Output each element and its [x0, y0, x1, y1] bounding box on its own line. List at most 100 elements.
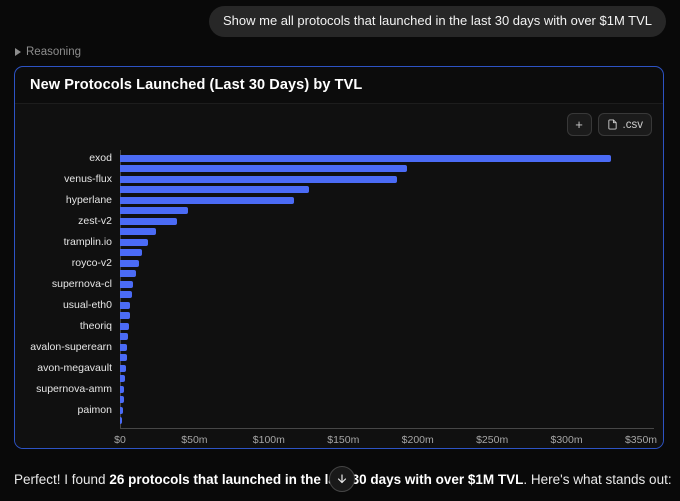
chart-toolbar: + .csv	[566, 113, 652, 136]
chevron-right-icon	[15, 48, 21, 56]
user-message-bubble: Show me all protocols that launched in t…	[209, 6, 666, 37]
user-message-text: Show me all protocols that launched in t…	[223, 13, 652, 28]
bar-row: avon-megavault	[23, 363, 641, 374]
bar-row: supernova-cl	[23, 279, 641, 290]
csv-download-button[interactable]: .csv	[597, 113, 652, 136]
y-axis-label: supernova-cl	[51, 278, 112, 290]
bar	[120, 406, 123, 414]
y-axis-label: supernova-amm	[36, 383, 112, 395]
bar-track	[120, 385, 641, 393]
bar	[120, 301, 131, 309]
x-axis-tick: $250m	[476, 434, 509, 446]
bar	[120, 249, 143, 257]
bar-row	[23, 206, 641, 217]
bar-row: tramplin.io	[23, 237, 641, 248]
bar	[120, 259, 140, 267]
bar	[120, 238, 149, 246]
bar-row	[23, 374, 641, 385]
bar-row	[23, 395, 641, 406]
bar-chart: exod venus-flux hyperlane zest-v2 tramplin.i…	[23, 153, 641, 426]
bar-row	[23, 164, 641, 175]
bar-track	[120, 249, 641, 257]
bar-row: venus-flux	[23, 174, 641, 185]
bar-track	[120, 280, 641, 288]
bar	[120, 291, 132, 299]
arrow-down-icon	[336, 473, 348, 485]
bar	[120, 333, 129, 341]
bar-track	[120, 417, 641, 425]
panel-header: New Protocols Launched (Last 30 Days) by…	[15, 67, 663, 104]
bar-row: paimon	[23, 405, 641, 416]
y-axis-label: tramplin.io	[63, 236, 112, 248]
bar	[120, 354, 127, 362]
y-axis-label: exod	[89, 152, 112, 164]
answer-bold: 26 protocols that launched in the last 3…	[109, 472, 524, 487]
assistant-message: Perfect! I found 26 protocols that launc…	[14, 471, 672, 488]
x-axis-tick: $200m	[401, 434, 434, 446]
chart-area: + .csv exod venus-flux hyperlane zest-v2 tra…	[15, 104, 663, 448]
bar-track	[120, 259, 641, 267]
panel-title: New Protocols Launched (Last 30 Days) by…	[30, 77, 363, 93]
bar	[120, 375, 126, 383]
bar	[120, 207, 189, 215]
bar-track	[120, 301, 641, 309]
y-axis-label: zest-v2	[78, 215, 112, 227]
bar	[120, 343, 128, 351]
expand-button[interactable]: +	[566, 113, 592, 136]
bar-track	[120, 312, 641, 320]
reasoning-label: Reasoning	[26, 46, 81, 58]
chart-panel: New Protocols Launched (Last 30 Days) by…	[14, 66, 664, 449]
bar	[120, 270, 137, 278]
y-axis-label: usual-eth0	[62, 299, 112, 311]
bar	[120, 154, 612, 162]
bar-track	[120, 154, 641, 162]
bar	[120, 364, 126, 372]
y-axis-line	[120, 150, 121, 429]
bar	[120, 396, 124, 404]
bar-track	[120, 165, 641, 173]
bar-track	[120, 196, 641, 204]
bar	[120, 312, 130, 320]
bar	[120, 417, 123, 425]
x-axis-tick: $300m	[550, 434, 583, 446]
file-icon	[607, 119, 618, 130]
bar-row: avalon-superearn	[23, 342, 641, 353]
y-axis-label: hyperlane	[65, 194, 112, 206]
bar-row	[23, 185, 641, 196]
bar-row	[23, 227, 641, 238]
bar-track	[120, 291, 641, 299]
bar	[120, 280, 134, 288]
y-axis-label: avon-megavault	[37, 362, 112, 374]
x-axis-line	[120, 428, 654, 429]
bar-track	[120, 406, 641, 414]
bar-track	[120, 228, 641, 236]
y-axis-label: avalon-superearn	[30, 341, 112, 353]
x-axis-tick: $0	[114, 434, 126, 446]
bar	[120, 217, 177, 225]
bar-track	[120, 186, 641, 194]
answer-prefix: Perfect! I found	[14, 472, 110, 487]
bar-row: theoriq	[23, 321, 641, 332]
bar-track	[120, 333, 641, 341]
bar	[120, 165, 408, 173]
bar-track	[120, 238, 641, 246]
y-axis-label: venus-flux	[64, 173, 112, 185]
bar-row	[23, 290, 641, 301]
answer-suffix: . Here's what stands out:	[523, 472, 672, 487]
bar-track	[120, 375, 641, 383]
bar-track	[120, 175, 641, 183]
y-axis-label: royco-v2	[71, 257, 112, 269]
bar-row: exod	[23, 153, 641, 164]
x-axis-tick: $150m	[327, 434, 360, 446]
bar	[120, 228, 156, 236]
bar	[120, 385, 125, 393]
x-axis-tick: $50m	[181, 434, 208, 446]
bar	[120, 322, 129, 330]
bar-track	[120, 207, 641, 215]
bar	[120, 186, 310, 194]
scroll-down-button[interactable]	[329, 466, 355, 492]
csv-button-label: .csv	[622, 118, 643, 131]
reasoning-toggle[interactable]: Reasoning	[15, 46, 81, 58]
y-axis-label: paimon	[77, 404, 112, 416]
